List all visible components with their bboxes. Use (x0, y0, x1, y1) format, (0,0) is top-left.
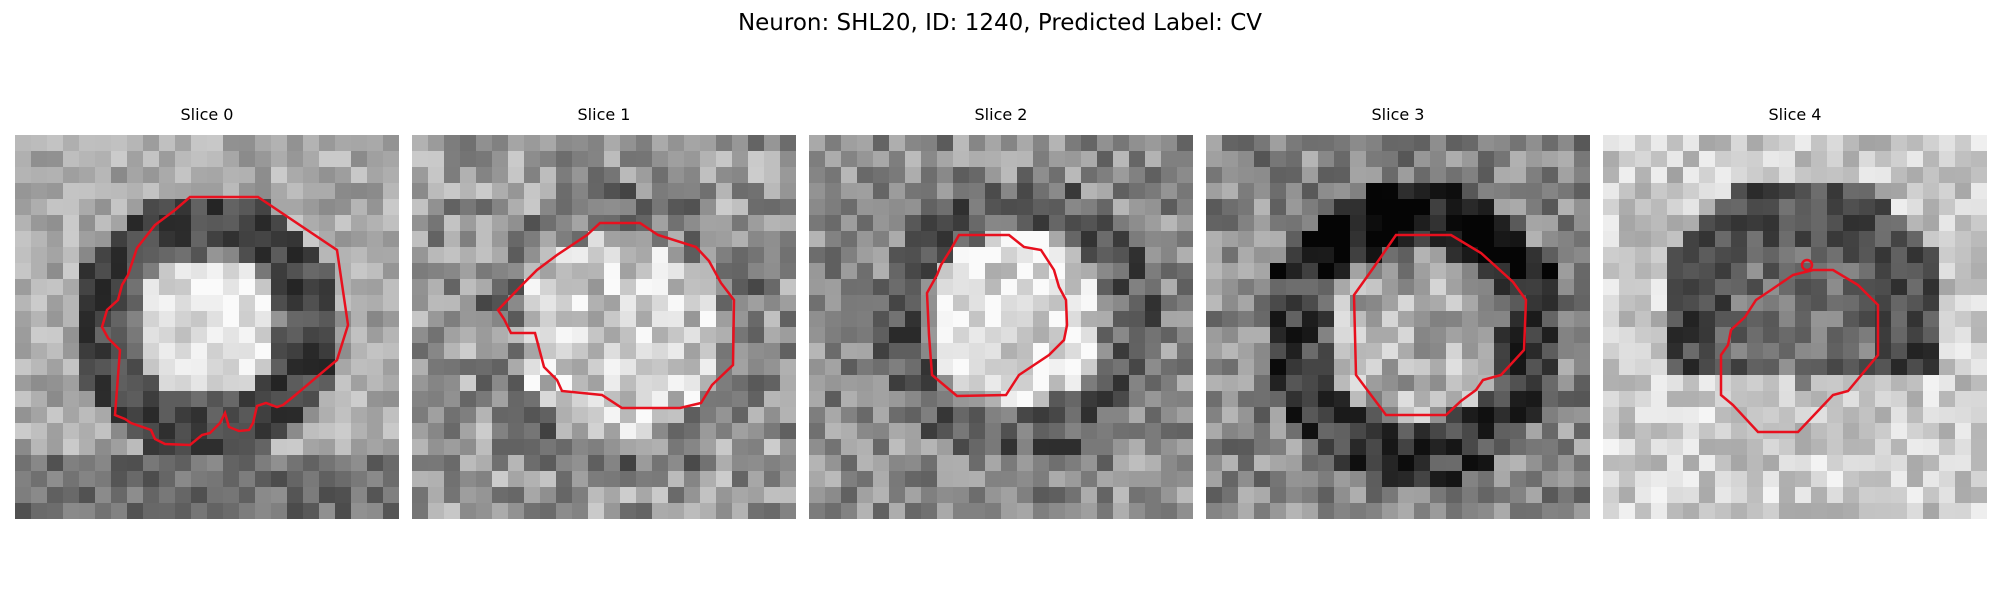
roi-contour (100, 195, 350, 447)
roi-contour (925, 233, 1069, 398)
slice-image-2 (809, 135, 1193, 519)
roi-contour (496, 221, 736, 410)
slice-image-3 (1206, 135, 1590, 519)
slice-image-4 (1603, 135, 1987, 519)
grayscale-image (809, 135, 1193, 519)
slice-title: Slice 3 (1371, 105, 1425, 124)
slice-title: Slice 0 (180, 105, 234, 124)
contour-path (1352, 233, 1528, 417)
contour-path (925, 233, 1069, 398)
figure-title: Neuron: SHL20, ID: 1240, Predicted Label… (737, 10, 1263, 36)
contour-path (1719, 268, 1880, 434)
grayscale-image (15, 135, 399, 519)
contour-path (100, 195, 350, 447)
slice-image-0 (15, 135, 399, 519)
grayscale-image (412, 135, 796, 519)
contour-path (496, 221, 736, 410)
roi-contour (1352, 233, 1528, 417)
grayscale-image (1603, 135, 1987, 519)
slice-title: Slice 1 (577, 105, 631, 124)
roi-contour (1719, 258, 1880, 434)
contour-dot (1800, 258, 1814, 272)
slice-title: Slice 4 (1768, 105, 1822, 124)
slice-title: Slice 2 (974, 105, 1028, 124)
slice-image-1 (412, 135, 796, 519)
